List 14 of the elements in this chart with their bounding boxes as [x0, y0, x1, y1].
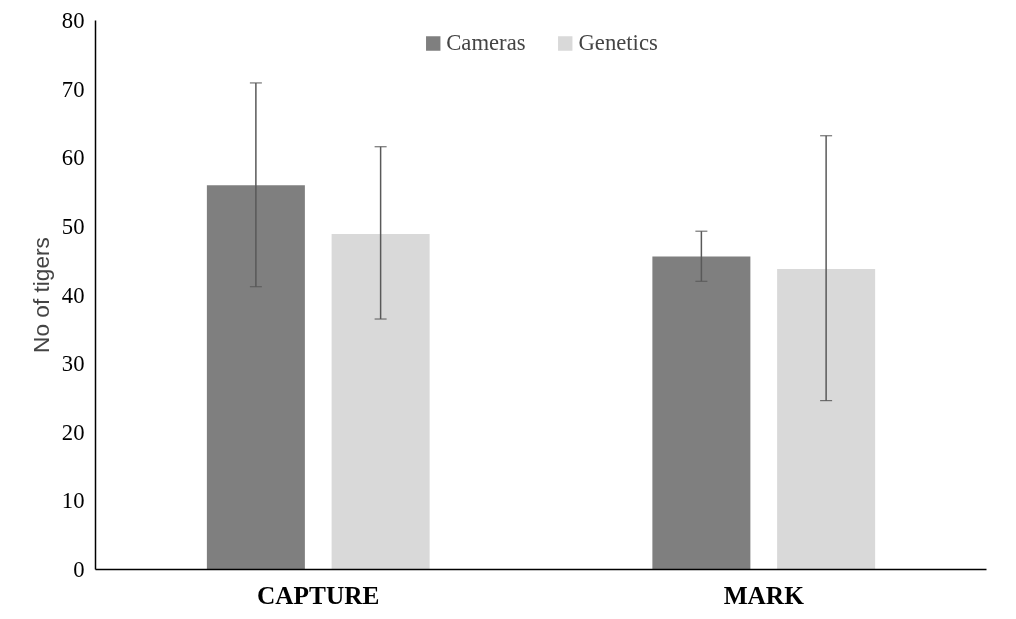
x-tick-label: MARK — [723, 580, 805, 609]
y-tick-label: 20 — [61, 419, 85, 445]
y-axis-title: No of tigers — [27, 237, 54, 353]
y-tick-label: 50 — [61, 213, 85, 239]
y-tick-label: 40 — [61, 282, 85, 308]
legend-label: Genetics — [578, 30, 658, 56]
y-tick-label: 0 — [73, 557, 85, 582]
y-tick-label: 10 — [61, 488, 85, 514]
y-tick-label: 80 — [61, 8, 85, 33]
y-tick-label: 70 — [61, 76, 85, 102]
y-tick-label: 30 — [61, 351, 85, 377]
x-tick-label: CAPTURE — [257, 580, 380, 609]
legend-label: Cameras — [446, 30, 526, 56]
y-tick-label: 60 — [61, 145, 85, 171]
